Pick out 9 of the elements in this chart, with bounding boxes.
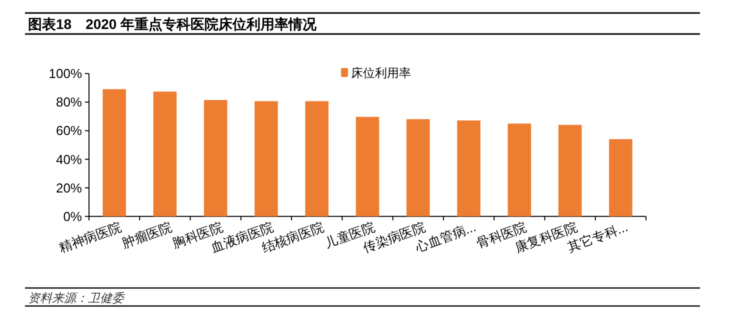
text: 资料来源：卫健委 xyxy=(28,291,126,305)
legend-label: 床位利用率 xyxy=(351,66,411,80)
y-tick-label: 40% xyxy=(56,152,82,167)
y-tick-label: 60% xyxy=(56,123,82,138)
y-tick-label: 80% xyxy=(56,94,82,110)
title: 图表18 2020 年重点专科医院床位利用率情况 xyxy=(28,16,317,32)
y-tick-label: 20% xyxy=(56,180,82,196)
y-tick-label: 0% xyxy=(63,208,82,224)
y-tick-label: 100% xyxy=(48,66,82,82)
